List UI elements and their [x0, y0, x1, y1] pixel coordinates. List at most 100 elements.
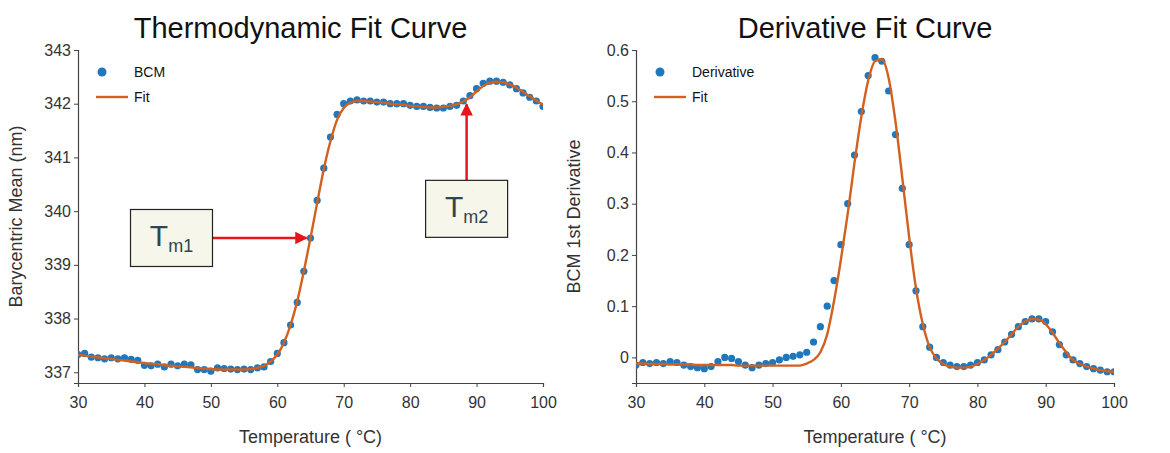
- tick-mark: [632, 101, 636, 102]
- tick-mark: [74, 104, 78, 105]
- tick-label: 30: [628, 394, 646, 411]
- legend-swatch: [654, 96, 686, 98]
- axis-line: [79, 384, 544, 388]
- x-axis-title: Temperature ( °C): [803, 427, 946, 447]
- axis-line: [637, 384, 1115, 388]
- tick-label: 339: [44, 256, 71, 273]
- tick-mark: [344, 383, 345, 387]
- data-point: [803, 349, 810, 356]
- tick: 50: [202, 383, 220, 411]
- tick: 0.6: [607, 42, 636, 59]
- tick-mark: [632, 357, 636, 358]
- tick: 343: [44, 42, 78, 59]
- data-point: [824, 303, 831, 310]
- plot-area: [78, 78, 543, 375]
- tick: 338: [44, 310, 78, 327]
- legend: BCMFit: [96, 64, 165, 105]
- legend-label: Fit: [692, 89, 708, 105]
- legend: Derivative Fit: [654, 64, 754, 105]
- plot-area: [636, 54, 1114, 375]
- tick-label: 80: [402, 394, 420, 411]
- tick-mark: [74, 372, 78, 373]
- tick: 342: [44, 95, 78, 112]
- data-point: [735, 358, 742, 365]
- chart-title: Derivative Fit Curve: [738, 12, 993, 44]
- tick-mark: [632, 255, 636, 256]
- tick: 340: [44, 203, 78, 220]
- tick-mark: [74, 157, 78, 158]
- tick-mark: [632, 152, 636, 153]
- tick: 339: [44, 256, 78, 273]
- tick: 0.1: [607, 298, 636, 315]
- tick-label: 343: [44, 42, 71, 59]
- tick: 70: [335, 383, 353, 411]
- chart: 30405060708090100337338339340341342343Th…: [6, 12, 557, 447]
- tick-label: 0.2: [607, 247, 629, 264]
- tick: 100: [530, 383, 557, 411]
- tick: 40: [136, 383, 154, 411]
- tick-mark: [277, 383, 278, 387]
- tick: 0.5: [607, 93, 636, 110]
- x-axis: 30 40 50 60 70 80 90 100: [628, 383, 1128, 411]
- data-point: [817, 323, 824, 330]
- legend-swatch: [656, 68, 665, 77]
- tick: 50: [764, 383, 782, 411]
- tick: 100: [1101, 383, 1128, 411]
- tick-mark: [841, 383, 842, 387]
- x-axis: 30405060708090100: [70, 383, 557, 411]
- tick-label: 90: [1037, 394, 1055, 411]
- annotation-box: [426, 180, 508, 237]
- x-axis-title: Temperature ( °C): [239, 427, 382, 447]
- annotation: Tm1: [131, 209, 307, 266]
- data-point: [728, 355, 735, 362]
- tick-label: 342: [44, 95, 71, 112]
- tick: 0: [620, 349, 636, 366]
- data-point: [721, 354, 728, 361]
- y-axis-title: BCM 1st Derivative: [564, 139, 584, 293]
- tick-mark: [74, 319, 78, 320]
- axis-line: [74, 51, 79, 384]
- tick-mark: [74, 265, 78, 266]
- data-point: [776, 356, 783, 363]
- tick: 60: [832, 383, 850, 411]
- legend-swatch: [98, 68, 107, 77]
- tick-mark: [410, 383, 411, 387]
- tick: 337: [44, 364, 78, 381]
- tick-mark: [477, 383, 478, 387]
- tick-label: 60: [269, 394, 287, 411]
- tick: 70: [901, 383, 919, 411]
- legend-label: Fit: [134, 89, 150, 105]
- annotation-arrow: [465, 104, 468, 180]
- tick: 0.2: [607, 247, 636, 264]
- tick-mark: [773, 383, 774, 387]
- tick-mark: [543, 383, 544, 387]
- tick: 60: [269, 383, 287, 411]
- legend-swatch: [96, 96, 128, 98]
- annotation-arrow: [213, 237, 307, 240]
- figure: 30405060708090100337338339340341342343Th…: [0, 0, 1170, 453]
- annotation-box: [131, 209, 213, 266]
- tick: 341: [44, 149, 78, 166]
- fit-line: [78, 82, 543, 370]
- tick-label: 70: [901, 394, 919, 411]
- tick-label: 0.3: [607, 195, 629, 212]
- tick: 80: [969, 383, 987, 411]
- tick-mark: [144, 383, 145, 387]
- tick: 40: [696, 383, 714, 411]
- tick-label: 90: [468, 394, 486, 411]
- tick: 90: [468, 383, 486, 411]
- tick-mark: [632, 204, 636, 205]
- data-point: [783, 354, 790, 361]
- data-point: [810, 338, 817, 345]
- legend-label: Derivative: [692, 64, 754, 80]
- tick-label: 40: [136, 394, 154, 411]
- annotation-label: Tm2: [445, 190, 488, 227]
- tick: 30: [628, 383, 646, 411]
- tick-label: 341: [44, 149, 71, 166]
- data-point: [789, 353, 796, 360]
- tick-label: 60: [832, 394, 850, 411]
- tick-label: 100: [530, 394, 557, 411]
- tick-label: 100: [1101, 394, 1128, 411]
- tick-label: 338: [44, 310, 71, 327]
- tick: 0.4: [607, 144, 636, 161]
